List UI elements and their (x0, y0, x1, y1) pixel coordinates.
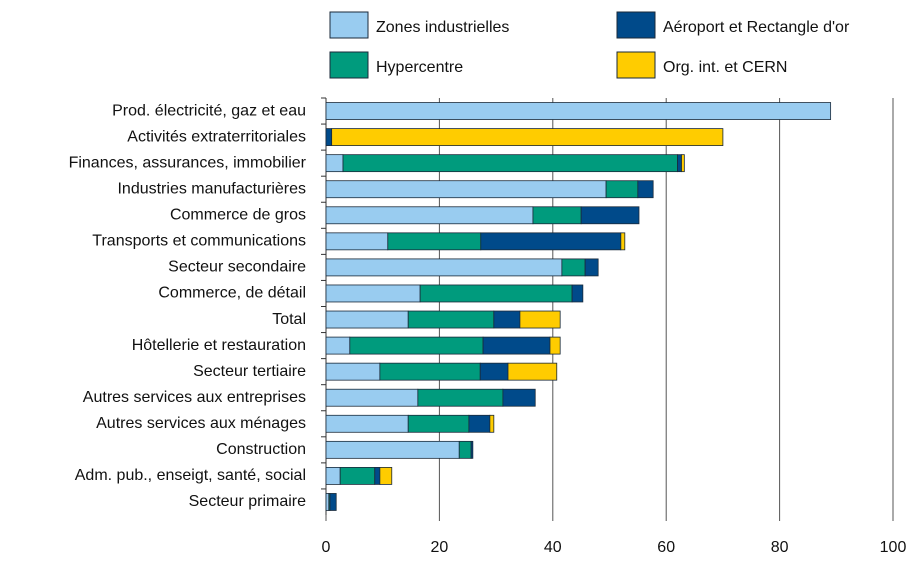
bar-segment (407, 414, 470, 433)
bar-segment (325, 206, 534, 225)
y-tick-label: Secteur tertiaire (193, 363, 306, 380)
x-tick-label: 100 (880, 539, 907, 556)
legend-label: Hypercentre (376, 59, 463, 76)
bar-segment (407, 310, 495, 329)
bar-segment (325, 440, 460, 459)
bar-segment (681, 154, 685, 173)
bar-segment (479, 362, 509, 381)
x-tick-label: 40 (544, 539, 562, 556)
bar-segment (349, 336, 484, 355)
bar-segment (325, 102, 832, 120)
legend-swatch (616, 11, 656, 39)
x-tick-label: 20 (431, 539, 449, 556)
bar-segment (468, 414, 491, 433)
bar-segment (325, 128, 333, 146)
bar-segment (325, 180, 607, 199)
legend-label: Zones industrielles (376, 19, 509, 36)
y-tick-label: Construction (216, 441, 306, 458)
y-tick-label: Autres services aux ménages (96, 415, 306, 432)
bar-segment (470, 440, 474, 459)
bar-segment (325, 284, 421, 303)
y-tick-label: Total (272, 311, 306, 328)
bar-segment (605, 180, 639, 199)
bar-segment (419, 284, 573, 303)
bar-segment (677, 154, 682, 173)
bar-segment (417, 388, 504, 407)
bar-segment (331, 128, 724, 146)
bar-segment (584, 258, 599, 277)
bar-segment (620, 232, 626, 251)
bar-segment (325, 493, 330, 511)
legend-swatch (616, 51, 656, 79)
bar-segment (493, 310, 521, 329)
bar-segment (329, 493, 337, 511)
y-tick-label: Transports et communications (92, 233, 306, 250)
y-tick-label: Prod. électricité, gaz et eau (112, 102, 306, 119)
legend-label: Aéroport et Rectangle d'or (663, 19, 850, 36)
x-tick-label: 80 (771, 539, 789, 556)
bar-segment (325, 336, 351, 355)
bar-segment (532, 206, 582, 225)
bar-segment (482, 336, 551, 355)
bar-segment (379, 467, 393, 485)
bar-segment (325, 154, 344, 173)
y-tick-label: Commerce de gros (170, 207, 306, 224)
y-tick-label: Secteur primaire (189, 493, 306, 510)
bar-segment (325, 232, 389, 251)
bar-segment (339, 467, 376, 485)
bar-segment (325, 467, 341, 485)
bar-segment (325, 414, 409, 433)
y-tick-label: Commerce, de détail (158, 285, 306, 302)
legend-swatch (329, 11, 369, 39)
bar-segment (571, 284, 584, 303)
y-tick-label: Adm. pub., enseigt, santé, social (75, 467, 306, 484)
bar-segment (379, 362, 481, 381)
bar-segment (325, 362, 381, 381)
bar-segment (325, 388, 419, 407)
y-tick-label: Activités extraterritoriales (127, 128, 306, 145)
y-tick-label: Secteur secondaire (168, 259, 306, 276)
bar-segment (637, 180, 654, 199)
bar-segment (580, 206, 640, 225)
bar-segment (507, 362, 558, 381)
bar-segment (325, 258, 563, 277)
y-tick-label: Hôtellerie et restauration (132, 337, 306, 354)
bar-segment (519, 310, 561, 329)
bar-segment (549, 336, 561, 355)
x-tick-label: 0 (322, 539, 331, 556)
y-tick-label: Autres services aux entreprises (83, 389, 306, 406)
y-tick-label: Finances, assurances, immobilier (69, 154, 307, 171)
bar-segment (342, 154, 678, 173)
bar-segment (489, 414, 495, 433)
bar-segment (480, 232, 622, 251)
bar-segment (387, 232, 482, 251)
bar-segment (325, 310, 409, 329)
legend-swatch (329, 51, 369, 79)
bar-segment (374, 467, 381, 485)
y-tick-label: Industries manufacturières (117, 180, 306, 197)
legend-label: Org. int. et CERN (663, 59, 787, 76)
x-tick-label: 60 (657, 539, 675, 556)
bar-segment (502, 388, 536, 407)
bar-segment (561, 258, 586, 277)
bar-segment (458, 440, 472, 459)
